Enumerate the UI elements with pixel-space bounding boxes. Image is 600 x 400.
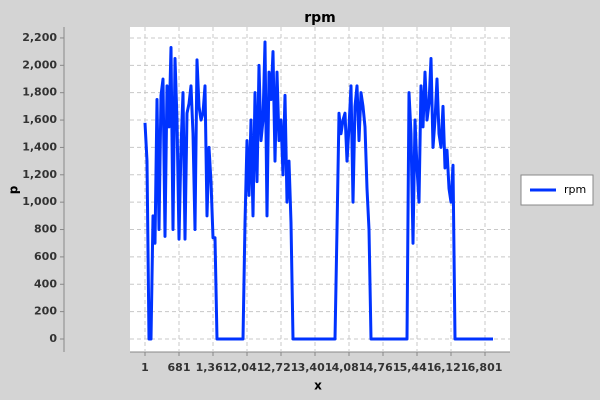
x-tick-label: 3,401 [298,361,333,374]
x-tick-label: 5,441 [400,361,435,374]
series-line [143,40,493,341]
x-tick-label: 681 [168,361,191,374]
y-tick-label: 1,800 [22,86,57,99]
y-axis-label: p [7,185,21,194]
x-tick-label: 1,361 [196,361,231,374]
x-axis-label: x [314,379,322,393]
y-tick-label: 600 [34,250,57,263]
legend-label: rpm [564,183,586,196]
x-tick-label: 4,761 [366,361,401,374]
x-tick-label: 2,041 [230,361,265,374]
y-tick-label: 1,400 [22,140,57,153]
legend: rpm [520,174,594,206]
x-tick-label: 1 [141,361,149,374]
chart-title: rpm [304,10,336,26]
y-tick-label: 1,600 [22,113,57,126]
y-tick-label: 0 [49,332,57,345]
y-tick-label: 800 [34,223,57,236]
x-tick-label: 4,081 [332,361,367,374]
y-tick-label: 1,200 [22,168,57,181]
y-tick-label: 2,000 [22,58,57,71]
x-tick-label: 2,721 [264,361,299,374]
x-tick-label: 6,801 [468,361,503,374]
y-tick-label: 2,200 [22,31,57,44]
y-tick-label: 1,000 [22,195,57,208]
y-tick-label: 200 [34,305,57,318]
x-tick-label: 6,121 [434,361,469,374]
y-tick-label: 400 [34,277,57,290]
